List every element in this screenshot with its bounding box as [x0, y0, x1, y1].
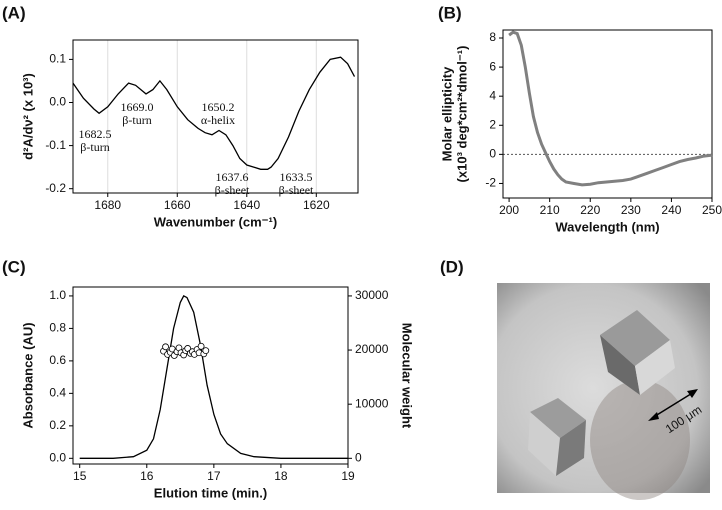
y-tick-label: 0.8 [49, 321, 66, 335]
annotation: α-helix [201, 113, 235, 127]
micrograph: 100 μm [497, 283, 710, 500]
arrow-head [687, 389, 698, 398]
x-tick-label: 19 [341, 469, 355, 483]
crystal [530, 398, 586, 438]
x-tick-label: 18 [274, 469, 288, 483]
panel-label: (B) [438, 3, 462, 22]
panel-label: (A) [2, 3, 26, 22]
panel-label: (C) [2, 257, 26, 276]
y2-tick-label: 10000 [355, 396, 389, 410]
x-tick-label: 1640 [233, 198, 260, 212]
photo-background [497, 283, 710, 493]
plot-frame [72, 39, 359, 194]
crystal [600, 310, 670, 366]
plot-frame [72, 286, 349, 465]
data-point [202, 347, 210, 355]
y-tick-label: 4 [489, 88, 496, 102]
y-tick-label: 6 [489, 59, 496, 73]
y-tick-label: -0.2 [45, 181, 66, 195]
crystal [600, 335, 640, 395]
annotation: β-turn [80, 140, 109, 154]
annotation: 1682.5 [79, 127, 112, 141]
y-tick-label: 0 [489, 147, 496, 161]
annotation: 1637.6 [216, 170, 249, 184]
scale-bar [651, 391, 695, 419]
x-tick-label: 210 [540, 203, 560, 217]
arrow-head [648, 412, 659, 421]
y-tick-label: 8 [489, 30, 496, 44]
y-tick-label: 0.2 [49, 418, 66, 432]
annotation: 1669.0 [121, 100, 154, 114]
y-axis-label: Absorbance (AU) [20, 322, 35, 428]
y-axis-label: (x10³ deg*cm²*dmol⁻¹) [454, 46, 469, 183]
annotation: β-turn [122, 113, 151, 127]
data-line [72, 56, 356, 170]
x-tick-label: 250 [702, 203, 722, 217]
x-tick-label: 15 [73, 469, 87, 483]
y-tick-label: 0.4 [49, 386, 66, 400]
y-tick-label: -2 [485, 176, 496, 190]
crystal [556, 420, 586, 476]
x-axis-label: Elution time (min.) [154, 485, 267, 500]
panel-label: (D) [440, 257, 464, 276]
crystal [528, 412, 560, 476]
annotation: 1633.5 [280, 170, 313, 184]
annotation: 1650.2 [202, 100, 235, 114]
y2-tick-label: 30000 [355, 288, 389, 302]
y2-axis-label: Molecular weight [400, 323, 415, 429]
data-point [162, 343, 169, 351]
x-tick-label: 1680 [94, 198, 121, 212]
x-tick-label: 200 [499, 203, 519, 217]
x-tick-label: 16 [140, 469, 154, 483]
annotation: β-sheet [215, 183, 250, 197]
y-tick-label: 1.0 [49, 288, 66, 302]
crystal [635, 340, 675, 395]
y-axis-label: Molar ellipticity [439, 66, 454, 161]
data-point [197, 342, 205, 350]
y-tick-label: -0.1 [45, 138, 66, 152]
y2-tick-label: 20000 [355, 342, 389, 356]
y2-tick-label: 0 [355, 450, 362, 464]
data-line [508, 30, 713, 187]
x-axis-label: Wavelength (nm) [555, 219, 659, 234]
data-line [79, 295, 348, 459]
y-tick-label: 0.6 [49, 353, 66, 367]
x-tick-label: 1660 [164, 198, 191, 212]
x-axis-label: Wavenumber (cm⁻¹) [154, 214, 277, 229]
annotation: β-sheet [279, 183, 314, 197]
x-tick-label: 240 [661, 203, 681, 217]
x-tick-label: 1620 [303, 198, 330, 212]
y-axis-label: d²A/dν² (x 10³) [20, 73, 35, 160]
x-tick-label: 17 [207, 469, 221, 483]
y-tick-label: 0.0 [49, 95, 66, 109]
plot-frame [502, 29, 713, 199]
x-tick-label: 230 [621, 203, 641, 217]
x-tick-label: 220 [580, 203, 600, 217]
y-tick-label: 2 [489, 117, 496, 131]
y-tick-label: 0.1 [49, 52, 66, 66]
debris [590, 380, 690, 500]
y-tick-label: 0.0 [49, 450, 66, 464]
